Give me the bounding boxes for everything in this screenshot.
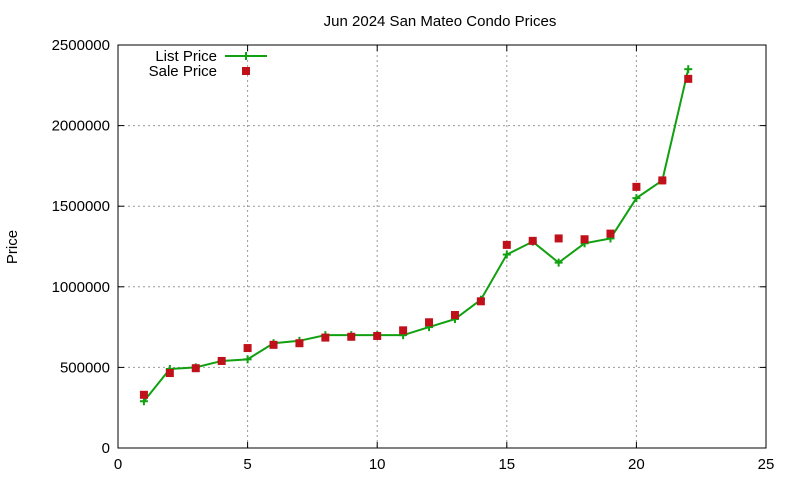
sale-price-point <box>165 369 174 378</box>
sale-price-point <box>399 326 408 335</box>
sale-price-point <box>139 390 148 399</box>
sale-price-point <box>554 234 563 243</box>
series-layer <box>139 65 693 406</box>
legend-marker-list-price <box>242 52 250 60</box>
x-tick-label: 10 <box>369 456 386 473</box>
x-tick-label: 25 <box>758 456 775 473</box>
sale-price-point <box>191 364 200 373</box>
y-tick-label: 500000 <box>60 359 110 376</box>
list-price-point <box>554 258 563 267</box>
legend-marker-sale-price <box>242 67 250 75</box>
x-tick-label: 20 <box>628 456 645 473</box>
y-tick-label: 1500000 <box>52 198 110 215</box>
sale-price-point <box>217 356 226 365</box>
list-price-point <box>502 250 511 259</box>
sale-price-point <box>606 229 615 238</box>
axis-ticks: 0 5 10 15 20 25 0 500000 1000000 1500000 2000000 25… <box>52 37 775 473</box>
list-price-point <box>243 355 252 364</box>
sale-price-point <box>425 318 434 327</box>
sale-price-point <box>502 240 511 249</box>
sale-price-point <box>269 340 278 349</box>
sale-price-point <box>347 332 356 341</box>
y-tick-label: 1000000 <box>52 279 110 296</box>
list-price-point <box>684 65 693 74</box>
y-tick-label: 2000000 <box>52 118 110 135</box>
sale-price-point <box>580 235 589 244</box>
sale-price-point <box>476 297 485 306</box>
y-tick-label: 2500000 <box>52 37 110 54</box>
sale-price-point <box>684 74 693 83</box>
grid <box>118 45 766 448</box>
x-tick-label: 0 <box>114 456 122 473</box>
sale-price-point <box>243 344 252 353</box>
sale-price-point <box>658 176 667 185</box>
sale-price-point <box>450 311 459 320</box>
sale-price-point <box>373 331 382 340</box>
list-price-point <box>632 194 641 203</box>
sale-price-point <box>528 236 537 245</box>
legend-label-sale-price: Sale Price <box>149 63 217 80</box>
x-tick-label: 15 <box>498 456 515 473</box>
list-price-line <box>143 68 690 402</box>
legend-label-list-price: List Price <box>155 48 217 65</box>
sale-price-point <box>632 182 641 191</box>
plot-frame <box>117 44 767 449</box>
y-axis-label: Price <box>4 230 21 264</box>
x-tick-label: 5 <box>243 456 251 473</box>
chart-title: Jun 2024 San Mateo Condo Prices <box>324 13 557 30</box>
sale-price-point <box>321 333 330 342</box>
sale-price-point <box>295 339 304 348</box>
y-tick-label: 0 <box>102 440 110 457</box>
